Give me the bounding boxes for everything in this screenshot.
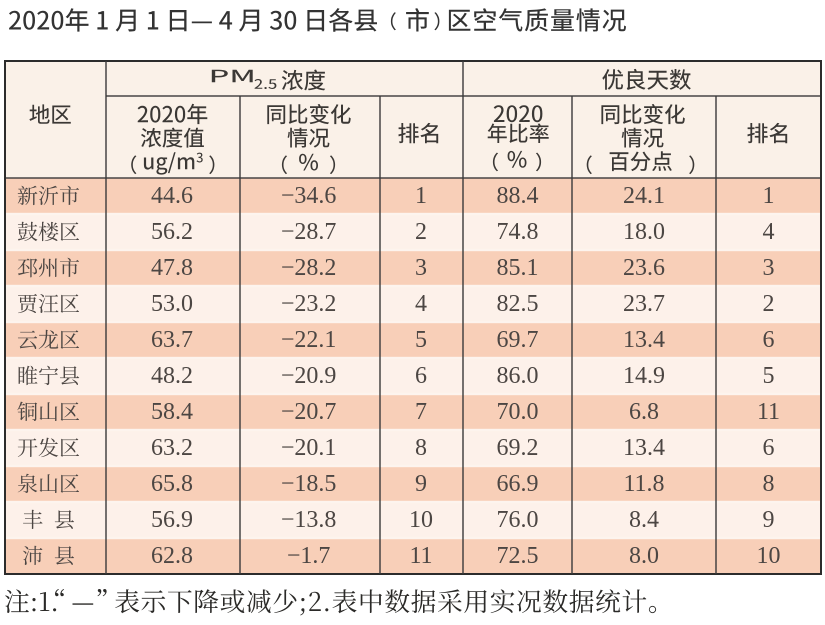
svg-text:11: 11: [757, 399, 780, 425]
svg-text:47.8: 47.8: [151, 255, 193, 281]
svg-text:4: 4: [415, 291, 427, 317]
svg-text:7: 7: [415, 399, 427, 425]
svg-text:82.5: 82.5: [497, 291, 539, 317]
svg-text:−20.7: −20.7: [281, 399, 337, 425]
svg-text:70.0: 70.0: [497, 399, 539, 425]
svg-text:6: 6: [415, 363, 427, 389]
svg-text:56.2: 56.2: [151, 219, 193, 245]
svg-text:2: 2: [763, 291, 775, 317]
svg-text:53.0: 53.0: [151, 291, 193, 317]
svg-text:9: 9: [415, 471, 427, 497]
svg-text:6.8: 6.8: [629, 399, 659, 425]
svg-text:8.4: 8.4: [629, 507, 659, 533]
svg-text:10: 10: [757, 543, 781, 569]
svg-text:2: 2: [415, 219, 427, 245]
svg-text:3: 3: [763, 255, 775, 281]
svg-text:72.5: 72.5: [497, 543, 539, 569]
svg-text:88.4: 88.4: [497, 183, 539, 209]
svg-text:−22.1: −22.1: [281, 327, 337, 353]
svg-text:62.8: 62.8: [151, 543, 193, 569]
svg-text:4: 4: [763, 219, 775, 245]
svg-text:74.8: 74.8: [497, 219, 539, 245]
svg-text:1: 1: [763, 183, 775, 209]
svg-text:8: 8: [763, 471, 775, 497]
svg-text:−34.6: −34.6: [281, 183, 337, 209]
svg-text:69.7: 69.7: [497, 327, 539, 353]
svg-text:69.2: 69.2: [497, 435, 539, 461]
svg-text:23.7: 23.7: [623, 291, 665, 317]
svg-text:3: 3: [415, 255, 427, 281]
svg-text:10: 10: [409, 507, 433, 533]
svg-text:−20.9: −20.9: [281, 363, 337, 389]
svg-text:−23.2: −23.2: [281, 291, 337, 317]
svg-text:63.2: 63.2: [151, 435, 193, 461]
svg-text:56.9: 56.9: [151, 507, 193, 533]
svg-text:−28.2: −28.2: [281, 255, 337, 281]
svg-text:1: 1: [415, 183, 427, 209]
svg-text:13.4: 13.4: [623, 435, 665, 461]
svg-text:11.8: 11.8: [623, 471, 664, 497]
svg-text:6: 6: [763, 435, 775, 461]
svg-text:−18.5: −18.5: [281, 471, 337, 497]
svg-text:−13.8: −13.8: [281, 507, 337, 533]
svg-text:6: 6: [763, 327, 775, 353]
svg-text:66.9: 66.9: [497, 471, 539, 497]
svg-text:85.1: 85.1: [497, 255, 539, 281]
svg-text:86.0: 86.0: [497, 363, 539, 389]
svg-text:58.4: 58.4: [151, 399, 193, 425]
svg-text:8: 8: [415, 435, 427, 461]
svg-text:65.8: 65.8: [151, 471, 193, 497]
svg-text:18.0: 18.0: [623, 219, 665, 245]
svg-text:−28.7: −28.7: [281, 219, 337, 245]
svg-text:9: 9: [763, 507, 775, 533]
svg-text:44.6: 44.6: [151, 183, 193, 209]
svg-text:−20.1: −20.1: [281, 435, 337, 461]
svg-text:24.1: 24.1: [623, 183, 665, 209]
svg-text:63.7: 63.7: [151, 327, 193, 353]
svg-text:8.0: 8.0: [629, 543, 659, 569]
svg-text:13.4: 13.4: [623, 327, 665, 353]
svg-text:5: 5: [763, 363, 775, 389]
svg-text:−1.7: −1.7: [287, 543, 331, 569]
svg-text:11: 11: [409, 543, 432, 569]
svg-text:76.0: 76.0: [497, 507, 539, 533]
svg-text:48.2: 48.2: [151, 363, 193, 389]
svg-text:23.6: 23.6: [623, 255, 665, 281]
svg-text:14.9: 14.9: [623, 363, 665, 389]
svg-text:5: 5: [415, 327, 427, 353]
